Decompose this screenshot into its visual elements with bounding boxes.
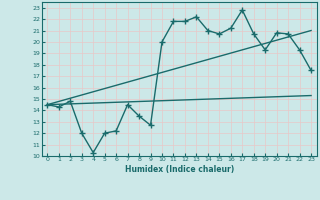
X-axis label: Humidex (Indice chaleur): Humidex (Indice chaleur) xyxy=(124,165,234,174)
